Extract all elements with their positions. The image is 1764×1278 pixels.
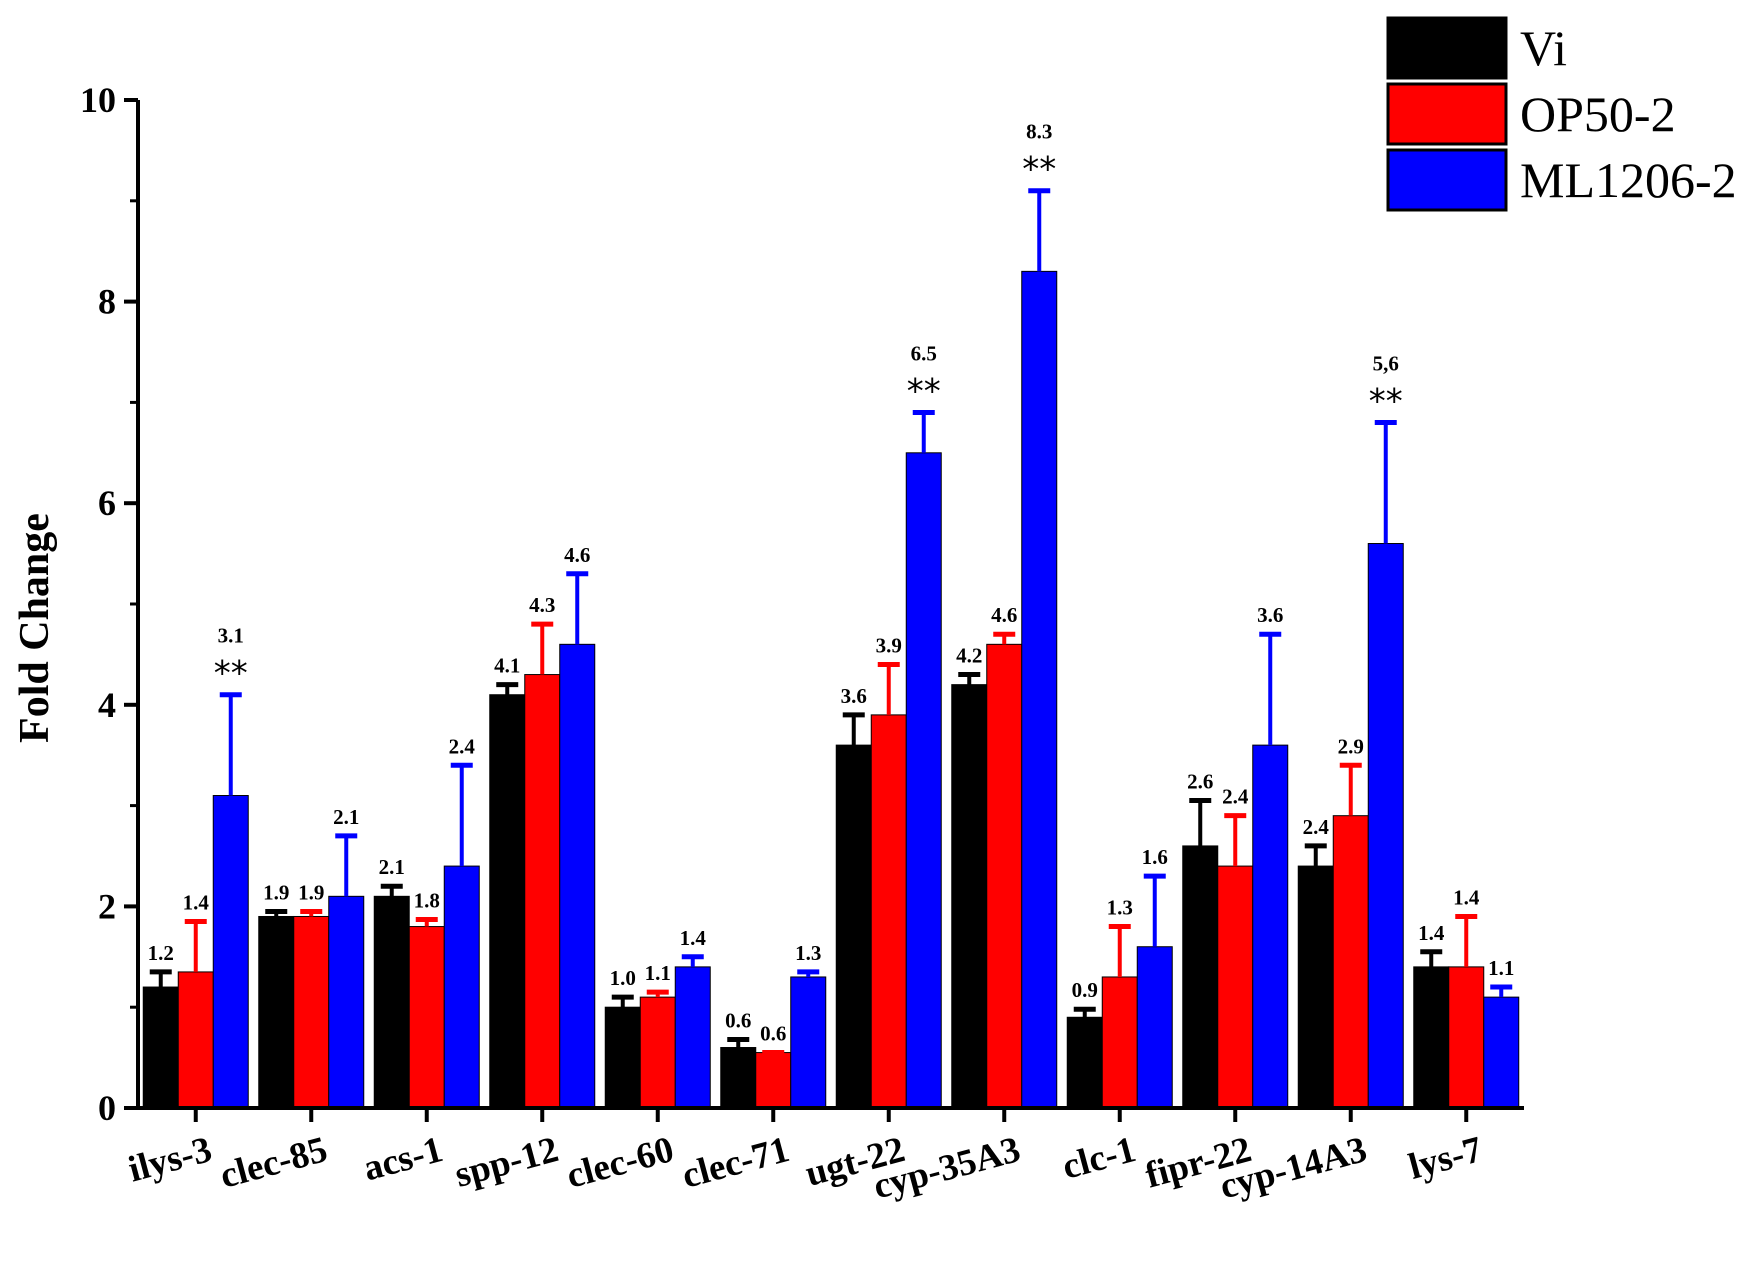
data-label-cyp-14A3-OP50-2: 2.9 bbox=[1338, 734, 1364, 758]
bar-ilys-3-Vi bbox=[142, 986, 179, 1109]
bar-clc-1-Vi bbox=[1066, 1016, 1103, 1109]
bar-clec-60-Vi bbox=[604, 1006, 641, 1109]
data-label-lys-7-Vi: 1.4 bbox=[1418, 921, 1445, 945]
data-label-clec-71-OP50-2: 0.6 bbox=[760, 1022, 786, 1046]
significance-marker-cyp-35A3: ** bbox=[1022, 150, 1056, 190]
bar-clec-85-ML1206-2 bbox=[328, 895, 365, 1109]
data-label-lys-7-OP50-2: 1.4 bbox=[1453, 885, 1480, 909]
x-tick-label-spp-12: spp-12 bbox=[451, 1129, 563, 1196]
data-label-clc-1-OP50-2: 1.3 bbox=[1107, 896, 1133, 920]
significance-marker-ilys-3: ** bbox=[214, 654, 248, 694]
x-tick-label-clec-85: clec-85 bbox=[216, 1129, 332, 1197]
significance-marker-ugt-22: ** bbox=[907, 371, 941, 411]
legend-label-Vi: Vi bbox=[1520, 20, 1567, 76]
y-tick-label: 4 bbox=[98, 685, 116, 725]
bar-clec-85-Vi bbox=[258, 915, 295, 1109]
data-label-clc-1-ML1206-2: 1.6 bbox=[1142, 845, 1168, 869]
data-label-ilys-3-Vi: 1.2 bbox=[148, 941, 174, 965]
legend-swatch-ML1206-2 bbox=[1386, 148, 1508, 212]
bar-ugt-22-Vi bbox=[835, 744, 872, 1109]
legend-label-OP50-2: OP50-2 bbox=[1520, 86, 1676, 142]
x-tick-label-ilys-3: ilys-3 bbox=[124, 1129, 216, 1190]
data-label-acs-1-Vi: 2.1 bbox=[379, 855, 405, 879]
bar-clec-60-ML1206-2 bbox=[674, 966, 711, 1109]
y-tick-label: 2 bbox=[98, 886, 116, 926]
bar-acs-1-OP50-2 bbox=[408, 926, 445, 1109]
data-label-clec-85-OP50-2: 1.9 bbox=[298, 880, 324, 904]
y-tick-label: 6 bbox=[98, 483, 116, 523]
data-label-clec-71-Vi: 0.6 bbox=[725, 1008, 751, 1032]
data-label-clec-85-ML1206-2: 2.1 bbox=[333, 805, 359, 829]
data-label-lys-7-ML1206-2: 1.1 bbox=[1488, 956, 1514, 980]
data-label-clec-71-ML1206-2: 1.3 bbox=[795, 941, 821, 965]
bar-cyp-35A3-OP50-2 bbox=[986, 643, 1023, 1109]
bar-acs-1-Vi bbox=[373, 895, 410, 1109]
data-label-clc-1-Vi: 0.9 bbox=[1072, 978, 1098, 1002]
bar-clec-71-Vi bbox=[720, 1047, 757, 1109]
data-label-fipr-22-Vi: 2.6 bbox=[1187, 770, 1213, 794]
y-tick-label: 8 bbox=[98, 282, 116, 322]
bar-ugt-22-ML1206-2 bbox=[905, 452, 942, 1109]
x-tick-label-lys-7: lys-7 bbox=[1404, 1129, 1486, 1188]
data-label-ugt-22-Vi: 3.6 bbox=[841, 684, 867, 708]
bar-fipr-22-OP50-2 bbox=[1217, 865, 1254, 1109]
data-label-ilys-3-OP50-2: 1.4 bbox=[183, 891, 210, 915]
y-axis-title: Fold Change bbox=[12, 513, 58, 743]
bar-cyp-14A3-OP50-2 bbox=[1332, 815, 1369, 1109]
data-label-fipr-22-OP50-2: 2.4 bbox=[1222, 785, 1249, 809]
bar-cyp-35A3-Vi bbox=[951, 684, 988, 1109]
data-label-clec-60-Vi: 1.0 bbox=[610, 966, 636, 990]
bar-clec-85-OP50-2 bbox=[293, 915, 330, 1109]
data-label-cyp-14A3-Vi: 2.4 bbox=[1303, 815, 1330, 839]
bar-ilys-3-ML1206-2 bbox=[212, 795, 249, 1109]
data-label-cyp-35A3-Vi: 4.2 bbox=[956, 644, 982, 668]
data-label-ilys-3-ML1206-2: 3.1 bbox=[218, 624, 244, 648]
bar-clec-71-OP50-2 bbox=[755, 1052, 792, 1109]
bar-fipr-22-ML1206-2 bbox=[1252, 744, 1289, 1109]
data-label-fipr-22-ML1206-2: 3.6 bbox=[1257, 603, 1283, 627]
bar-lys-7-ML1206-2 bbox=[1483, 996, 1520, 1109]
data-label-cyp-35A3-ML1206-2: 8.3 bbox=[1026, 120, 1052, 144]
data-label-clec-60-ML1206-2: 1.4 bbox=[680, 926, 707, 950]
data-label-acs-1-ML1206-2: 2.4 bbox=[449, 734, 476, 758]
bar-ilys-3-OP50-2 bbox=[177, 971, 214, 1109]
bar-cyp-14A3-ML1206-2 bbox=[1367, 543, 1404, 1109]
bar-spp-12-ML1206-2 bbox=[559, 643, 596, 1109]
x-tick-label-clec-60: clec-60 bbox=[562, 1129, 678, 1197]
bar-spp-12-Vi bbox=[489, 694, 526, 1109]
x-tick-label-acs-1: acs-1 bbox=[359, 1129, 447, 1189]
data-label-clec-85-Vi: 1.9 bbox=[263, 880, 289, 904]
data-label-spp-12-ML1206-2: 4.6 bbox=[564, 543, 590, 567]
y-tick-label: 10 bbox=[80, 80, 116, 120]
legend-swatch-OP50-2 bbox=[1386, 82, 1508, 146]
bar-fipr-22-Vi bbox=[1182, 845, 1219, 1109]
data-label-ugt-22-OP50-2: 3.9 bbox=[876, 633, 902, 657]
x-tick-label-clc-1: clc-1 bbox=[1058, 1129, 1140, 1188]
bar-lys-7-Vi bbox=[1413, 966, 1450, 1109]
bar-ugt-22-OP50-2 bbox=[870, 714, 907, 1109]
data-label-cyp-14A3-ML1206-2: 5,6 bbox=[1373, 352, 1399, 376]
bar-clc-1-ML1206-2 bbox=[1136, 946, 1173, 1109]
x-tick-label-clec-71: clec-71 bbox=[678, 1129, 794, 1197]
bar-clec-60-OP50-2 bbox=[639, 996, 676, 1109]
legend-label-ML1206-2: ML1206-2 bbox=[1520, 152, 1737, 208]
data-label-spp-12-Vi: 4.1 bbox=[494, 654, 520, 678]
bar-cyp-14A3-Vi bbox=[1297, 865, 1334, 1109]
legend-swatch-Vi bbox=[1386, 16, 1508, 80]
data-label-cyp-35A3-OP50-2: 4.6 bbox=[991, 603, 1017, 627]
bar-acs-1-ML1206-2 bbox=[443, 865, 480, 1109]
data-label-spp-12-OP50-2: 4.3 bbox=[529, 593, 555, 617]
data-label-clec-60-OP50-2: 1.1 bbox=[645, 961, 671, 985]
bar-cyp-35A3-ML1206-2 bbox=[1021, 270, 1058, 1109]
data-label-ugt-22-ML1206-2: 6.5 bbox=[911, 341, 937, 365]
bar-clc-1-OP50-2 bbox=[1101, 976, 1138, 1109]
bar-lys-7-OP50-2 bbox=[1448, 966, 1485, 1109]
significance-marker-cyp-14A3: ** bbox=[1369, 382, 1403, 422]
bar-spp-12-OP50-2 bbox=[524, 674, 561, 1109]
data-label-acs-1-OP50-2: 1.8 bbox=[414, 889, 440, 913]
bar-clec-71-ML1206-2 bbox=[790, 976, 827, 1109]
y-tick-label: 0 bbox=[98, 1088, 116, 1128]
